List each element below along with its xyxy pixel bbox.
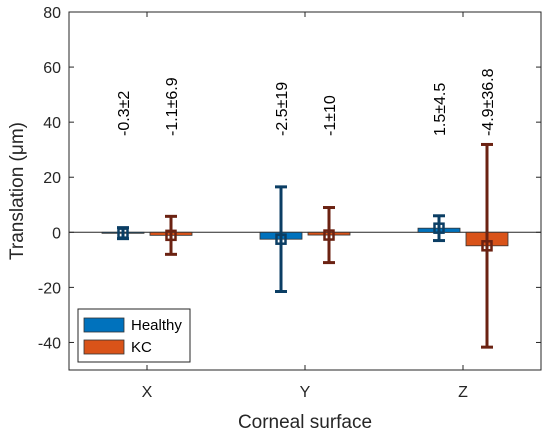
- mean-marker: [117, 227, 129, 239]
- x-tick-label: X: [142, 384, 153, 401]
- y-tick-label: -40: [38, 335, 61, 352]
- legend-label-kc: KC: [131, 339, 152, 356]
- data-label: 1.5±4.5: [432, 83, 449, 136]
- x-tick-label: Y: [300, 384, 311, 401]
- chart-marks: -0.3±2 -2.5±19 1.5±4.5 -1.1±6.9 -1±10 -4.9±36…: [69, 68, 541, 349]
- data-label: -1±10: [322, 95, 339, 136]
- y-tick-label: 20: [43, 170, 61, 187]
- y-tick-label: 80: [43, 5, 61, 22]
- data-label: -0.3±2: [116, 91, 133, 136]
- y-tick-label: 40: [43, 115, 61, 132]
- mean-marker: [275, 233, 287, 245]
- y-tick-label: -20: [38, 280, 61, 297]
- mean-marker: [323, 229, 335, 241]
- legend-swatch-healthy: [83, 317, 125, 333]
- y-tick-label: 60: [43, 60, 61, 77]
- data-label: -1.1±6.9: [164, 77, 181, 136]
- mean-marker: [481, 240, 493, 252]
- x-tick-label: Z: [458, 384, 468, 401]
- mean-marker: [433, 222, 445, 234]
- mean-marker: [165, 229, 177, 242]
- legend: Healthy KC: [77, 308, 191, 363]
- data-label: -2.5±19: [274, 82, 291, 136]
- legend-swatch-kc: [83, 339, 125, 355]
- axis-ticks: -40 -20 0 20 40 60 80 X Y Z: [38, 5, 541, 401]
- y-tick-label: 0: [52, 225, 61, 242]
- y-axis-title: Translation (μm): [7, 122, 28, 260]
- x-axis-title: Corneal surface: [238, 412, 372, 433]
- data-label: -4.9±36.8: [480, 68, 497, 136]
- legend-label-healthy: Healthy: [131, 317, 182, 334]
